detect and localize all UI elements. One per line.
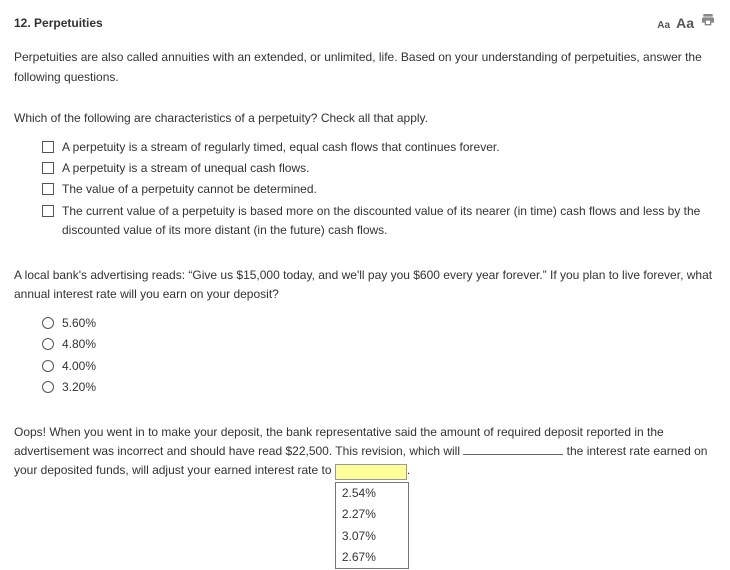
print-icon[interactable] [700,12,716,34]
q1-prompt: Which of the following are characteristi… [14,109,716,128]
checkbox-icon[interactable] [42,141,54,153]
radio-icon[interactable] [42,360,54,372]
q3-paragraph: Oops! When you went in to make your depo… [14,423,716,481]
decrease-font-icon[interactable]: Aa [657,18,670,34]
font-size-controls: Aa Aa [657,12,716,34]
rate-dropdown[interactable] [335,464,407,480]
q1-options: A perpetuity is a stream of regularly ti… [14,138,716,240]
option-label: A perpetuity is a stream of regularly ti… [62,138,716,157]
q1-option: The value of a perpetuity cannot be dete… [42,180,716,199]
checkbox-icon[interactable] [42,183,54,195]
q1-option: A perpetuity is a stream of regularly ti… [42,138,716,157]
option-label: 5.60% [62,314,716,333]
q2-prompt: A local bank's advertising reads: “Give … [14,266,716,304]
question-title: 12. Perpetuities [14,14,103,33]
radio-icon[interactable] [42,338,54,350]
option-label: 4.80% [62,335,716,354]
checkbox-icon[interactable] [42,162,54,174]
q1-option: A perpetuity is a stream of unequal cash… [42,159,716,178]
option-label: 3.20% [62,378,716,397]
q2-options: 5.60% 4.80% 4.00% 3.20% [14,314,716,397]
checkbox-icon[interactable] [42,205,54,217]
q2-option: 4.00% [42,357,716,376]
option-label: 4.00% [62,357,716,376]
rate-dropdown-panel: 2.54% 2.27% 3.07% 2.67% [335,482,409,569]
dropdown-option[interactable]: 2.54% [336,483,408,504]
q2-option: 3.20% [42,378,716,397]
radio-icon[interactable] [42,381,54,393]
q1-option: The current value of a perpetuity is bas… [42,202,716,240]
blank-fill-1[interactable] [463,443,563,455]
option-label: The current value of a perpetuity is bas… [62,202,716,240]
dropdown-option[interactable]: 2.27% [336,504,408,525]
dropdown-option[interactable]: 2.67% [336,547,408,568]
option-label: The value of a perpetuity cannot be dete… [62,180,716,199]
option-label: A perpetuity is a stream of unequal cash… [62,159,716,178]
q2-option: 4.80% [42,335,716,354]
dropdown-option[interactable]: 3.07% [336,526,408,547]
increase-font-icon[interactable]: Aa [676,12,694,34]
question-header: 12. Perpetuities Aa Aa [14,12,716,34]
q3-text-part3: . [407,463,410,477]
intro-text: Perpetuities are also called annuities w… [14,48,716,86]
q2-option: 5.60% [42,314,716,333]
radio-icon[interactable] [42,317,54,329]
